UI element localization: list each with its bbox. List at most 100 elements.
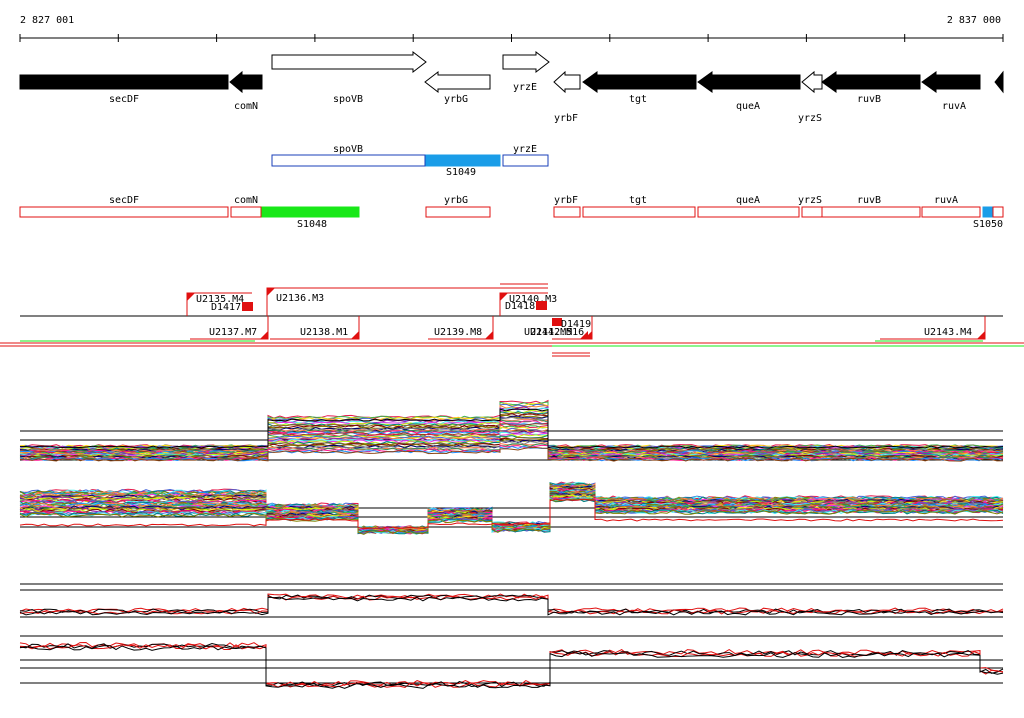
profile-line: [19, 497, 1004, 535]
upstream-marker: [485, 331, 493, 339]
gene-partial-right[interactable]: [994, 70, 1004, 94]
coordinate-ruler: 2 827 001 2 837 000: [19, 15, 1004, 42]
summary-plus-panel: [19, 583, 1004, 618]
upstream-U2135[interactable]: U2135.M4: [186, 292, 252, 316]
box-label: yrbG: [444, 195, 468, 206]
downshift-marker: [536, 301, 547, 310]
gene-label: spoVB: [333, 94, 363, 105]
profile-line: [19, 491, 1004, 532]
upstream-marker: [260, 331, 268, 339]
minus-transcript-box[interactable]: [425, 206, 491, 218]
gene-arrow[interactable]: [19, 74, 229, 90]
gene-yrbG[interactable]: yrbG: [424, 70, 491, 105]
upstream-marker: [580, 331, 588, 339]
gene-ruvA[interactable]: ruvA: [921, 71, 981, 112]
minus-transcript-box[interactable]: [230, 206, 262, 218]
segment-label: S1049: [446, 167, 476, 178]
gene-yrbF[interactable]: yrbF: [553, 70, 581, 124]
gene-track: secDF comN spoVB yrbG yrzE yrbF tgt que: [19, 50, 1004, 124]
gene-yrzS[interactable]: yrzS: [798, 70, 823, 124]
summary-profiles: [19, 593, 1004, 616]
minus-transcript-box[interactable]: [801, 206, 823, 218]
upstream-label: U2141.M5: [524, 327, 572, 338]
gene-ruvB[interactable]: ruvB: [821, 71, 921, 105]
minus-transcript-track: secDF comN S1048 yrbG yrbF tgt queA yrzS…: [19, 195, 1004, 230]
gene-arrow[interactable]: [582, 71, 697, 93]
summary-profiles: [19, 641, 1004, 689]
upstream-region-track: U2135.M4 U2136.M3 U2140.M3 D1417 D1418 D…: [0, 283, 1024, 357]
gene-comN[interactable]: comN: [229, 70, 263, 112]
minus-transcript-box[interactable]: [582, 206, 696, 218]
upstream-U2140[interactable]: U2140.M3: [499, 283, 557, 316]
gene-arrow[interactable]: [921, 71, 981, 93]
expression-plus-panel: [19, 399, 1004, 462]
expression-profiles: [19, 399, 1004, 462]
downshift-D1418[interactable]: D1418: [505, 301, 547, 312]
box-label: secDF: [109, 195, 139, 206]
upstream-label: U2137.M7: [209, 327, 257, 338]
minus-transcript-box[interactable]: [992, 206, 1004, 218]
gene-arrow[interactable]: [801, 70, 823, 94]
minus-transcript-box[interactable]: [921, 206, 981, 218]
upstream-label: U2136.M3: [276, 293, 324, 304]
minus-transcript-box[interactable]: [19, 206, 229, 218]
gene-spoVB[interactable]: spoVB: [271, 50, 427, 105]
upstream-marker: [977, 331, 985, 339]
box-label: yrbF: [554, 195, 578, 206]
downshift-D1419[interactable]: D1419: [552, 318, 591, 330]
gene-arrow[interactable]: [229, 70, 263, 94]
minus-transcript-box[interactable]: [821, 206, 921, 218]
downshift-marker: [552, 318, 562, 326]
upstream-label: U2142.M16: [530, 327, 584, 338]
box-label: tgt: [629, 195, 647, 206]
box-label: ruvB: [857, 195, 881, 206]
upstream-U2143[interactable]: U2143.M4: [880, 316, 986, 340]
upstream-marker: [187, 293, 195, 301]
box-label: yrzE: [513, 144, 537, 155]
ruler-ticks: [19, 34, 1004, 42]
gene-label: ruvA: [942, 101, 966, 112]
gene-queA[interactable]: queA: [697, 71, 801, 112]
minus-segment-box[interactable]: [982, 206, 994, 218]
coord-start-label: 2 827 001: [20, 15, 74, 26]
plus-transcript-box[interactable]: [502, 154, 549, 167]
gene-arrow[interactable]: [502, 50, 550, 74]
gene-arrow[interactable]: [697, 71, 801, 93]
profile-line: [19, 416, 1004, 453]
minus-segment-box[interactable]: [261, 206, 360, 218]
upstream-U2138[interactable]: U2138.M1: [270, 316, 360, 340]
gene-secDF[interactable]: secDF: [19, 74, 229, 105]
summary-minus-panel: [19, 635, 1004, 689]
summary-line: [19, 596, 1004, 616]
plus-transcript-box[interactable]: [271, 154, 426, 167]
minus-transcript-box[interactable]: [697, 206, 800, 218]
gene-tgt[interactable]: tgt: [582, 71, 697, 105]
upstream-U2136[interactable]: U2136.M3: [266, 287, 548, 316]
box-label: ruvA: [934, 195, 958, 206]
gene-label: tgt: [629, 94, 647, 105]
gene-arrow[interactable]: [821, 71, 921, 93]
gene-yrzE[interactable]: yrzE: [502, 50, 550, 93]
gene-arrow[interactable]: [553, 70, 581, 94]
summary-line: [19, 642, 1004, 688]
gene-label: comN: [234, 101, 258, 112]
profile-line: [19, 444, 1004, 461]
gene-label: ruvB: [857, 94, 881, 105]
gene-arrow[interactable]: [271, 50, 427, 74]
downshift-D1417[interactable]: D1417: [211, 302, 253, 313]
upstream-marker: [267, 288, 275, 296]
box-label: spoVB: [333, 144, 363, 155]
upstream-label: U2135.M4: [196, 294, 244, 305]
upstream-U2139[interactable]: U2139.M8: [428, 316, 494, 340]
gene-arrow[interactable]: [994, 70, 1004, 94]
upstream-U2141-U2142[interactable]: U2141.M5 U2142.M16: [524, 316, 593, 357]
upstream-label: U2143.M4: [924, 327, 972, 338]
coord-end-label: 2 837 000: [947, 15, 1001, 26]
upstream-marker: [500, 293, 508, 301]
plus-segment-box[interactable]: [425, 154, 501, 167]
plus-transcript-track: spoVB S1049 yrzE: [271, 144, 549, 178]
upstream-U2137[interactable]: U2137.M7: [190, 316, 269, 340]
upstream-label: U2139.M8: [434, 327, 482, 338]
minus-transcript-box[interactable]: [553, 206, 581, 218]
gene-arrow[interactable]: [424, 70, 491, 94]
